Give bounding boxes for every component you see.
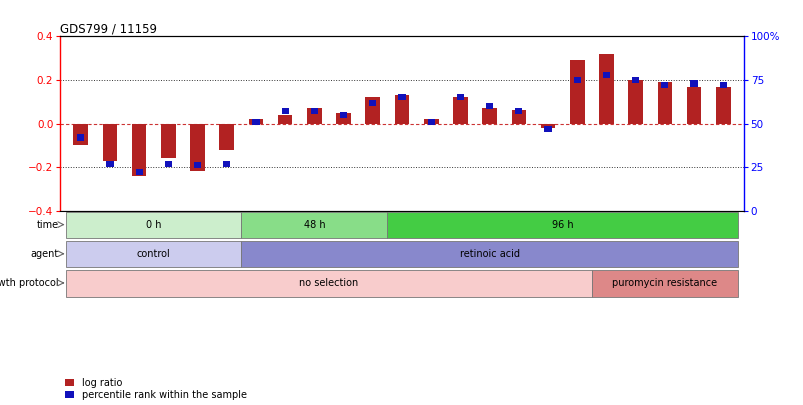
Bar	[686, 87, 700, 124]
Text: 96 h: 96 h	[551, 220, 573, 230]
Bar	[387, 212, 737, 238]
Bar	[602, 72, 609, 78]
Bar	[427, 119, 434, 125]
Text: agent: agent	[31, 249, 59, 259]
Bar	[511, 111, 525, 124]
Bar	[190, 124, 205, 171]
Bar	[631, 77, 638, 83]
Bar	[310, 108, 318, 114]
Bar	[628, 80, 642, 124]
Bar	[573, 77, 580, 83]
Bar	[485, 103, 493, 109]
Text: retinoic acid: retinoic acid	[459, 249, 519, 259]
Bar	[136, 169, 143, 175]
Bar	[690, 81, 697, 87]
Text: 0 h: 0 h	[146, 220, 161, 230]
Bar	[544, 126, 551, 132]
Text: no selection: no selection	[299, 278, 358, 288]
Text: control: control	[137, 249, 170, 259]
Bar	[515, 108, 522, 114]
Bar	[241, 212, 387, 238]
Bar	[482, 108, 496, 124]
Bar	[106, 160, 113, 166]
Bar	[278, 115, 292, 124]
Legend: log ratio, percentile rank within the sample: log ratio, percentile rank within the sa…	[65, 378, 247, 400]
Bar	[248, 119, 263, 124]
Bar	[66, 212, 241, 238]
Bar	[397, 94, 406, 100]
Text: puromycin resistance: puromycin resistance	[612, 278, 716, 288]
Bar	[281, 108, 288, 114]
Bar	[103, 124, 117, 160]
Text: 48 h: 48 h	[304, 220, 324, 230]
Text: time: time	[37, 220, 59, 230]
Bar	[660, 82, 667, 88]
Bar	[453, 98, 467, 124]
Bar	[569, 60, 584, 124]
Bar	[66, 271, 591, 296]
Bar	[340, 112, 347, 118]
Bar	[165, 160, 172, 166]
Bar	[252, 119, 259, 125]
Bar	[219, 124, 234, 150]
Bar	[132, 124, 146, 176]
Bar	[365, 98, 380, 124]
Bar	[194, 162, 201, 168]
Bar	[307, 108, 321, 124]
Bar	[598, 54, 613, 124]
Bar	[73, 124, 88, 145]
Bar	[241, 241, 737, 267]
Bar	[719, 82, 726, 88]
Bar	[591, 271, 737, 296]
Bar	[369, 100, 376, 106]
Bar	[77, 134, 84, 141]
Bar	[66, 241, 241, 267]
Bar	[336, 113, 350, 124]
Bar	[715, 87, 730, 124]
Bar	[161, 124, 175, 158]
Bar	[456, 94, 463, 100]
Text: GDS799 / 11159: GDS799 / 11159	[60, 22, 157, 35]
Bar	[540, 124, 555, 128]
Bar	[394, 95, 409, 124]
Bar	[223, 160, 230, 166]
Text: growth protocol: growth protocol	[0, 278, 59, 288]
Bar	[657, 82, 671, 124]
Bar	[423, 119, 438, 124]
